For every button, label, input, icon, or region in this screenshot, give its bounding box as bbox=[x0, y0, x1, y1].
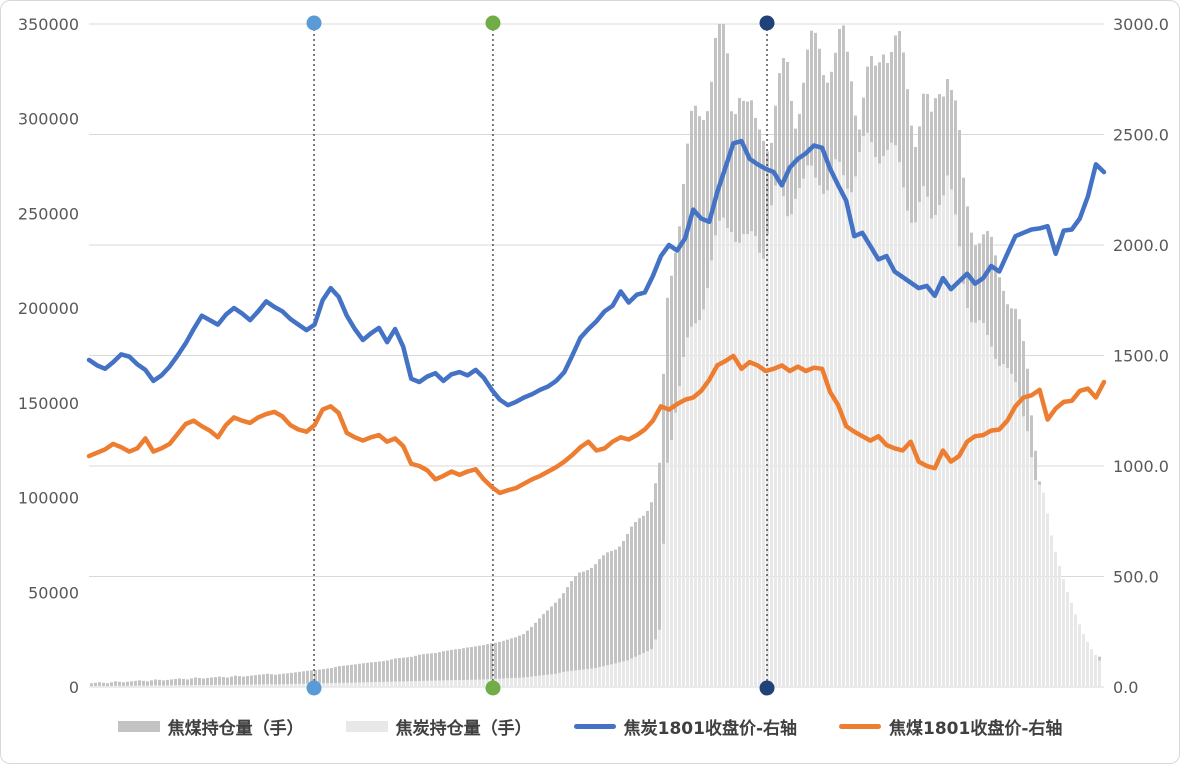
legend-label-coke-oi: 焦炭持仓量（手） bbox=[395, 718, 532, 739]
legend-item-coke-close: 焦炭1801收盘价-右轴 bbox=[573, 714, 797, 739]
y-left-tick-label: 0 bbox=[69, 678, 79, 697]
y-left-tick-label: 300000 bbox=[18, 110, 79, 129]
legend-label-coke-close: 焦炭1801收盘价-右轴 bbox=[623, 718, 797, 739]
coking-coal-close-price-line bbox=[86, 353, 1107, 496]
legend-item-coking-coal-oi: 焦煤持仓量（手） bbox=[117, 714, 304, 739]
event-marker-dot-top-2 bbox=[485, 15, 501, 31]
y-right-tick-label: 3000.0 bbox=[1113, 15, 1169, 34]
legend-label-coking-coal-oi: 焦煤持仓量（手） bbox=[167, 718, 304, 739]
legend-label-coking-coal-close: 焦煤1801收盘价-右轴 bbox=[889, 718, 1063, 739]
y-right-tick-label: 2500.0 bbox=[1113, 126, 1169, 145]
event-marker-dot-bottom-2 bbox=[485, 680, 501, 696]
chart-legend: 焦煤持仓量（手） 焦炭持仓量（手） 焦炭1801收盘价-右轴 焦煤1801收盘价… bbox=[1, 701, 1179, 751]
event-marker-dot-bottom-1 bbox=[306, 680, 322, 696]
coke-oi-swatch bbox=[345, 720, 388, 732]
coking-coal-oi-swatch bbox=[117, 720, 160, 732]
combo-chart-plot-area: 350000 300000 250000 200000 150000 100000 5000… bbox=[18, 15, 1169, 697]
y-left-tick-label: 150000 bbox=[18, 394, 79, 413]
y-left-tick-label: 100000 bbox=[18, 489, 79, 508]
y-right-tick-label: 2000.0 bbox=[1113, 236, 1169, 255]
coking-coal-close-line-swatch bbox=[839, 723, 881, 729]
y-left-tick-label: 350000 bbox=[18, 15, 79, 34]
y-right-tick-label: 1500.0 bbox=[1113, 347, 1169, 366]
y-left-tick-label: 50000 bbox=[28, 583, 79, 602]
y-right-tick-label: 0.0 bbox=[1113, 678, 1138, 697]
event-marker-dot-top-1 bbox=[306, 15, 322, 31]
coke-close-price-line bbox=[86, 138, 1107, 408]
y-right-tick-label: 1000.0 bbox=[1113, 457, 1169, 476]
legend-item-coke-oi: 焦炭持仓量（手） bbox=[345, 714, 532, 739]
event-marker-dot-top-3 bbox=[759, 15, 775, 31]
event-marker-dot-bottom-3 bbox=[759, 680, 775, 696]
y-left-tick-label: 250000 bbox=[18, 204, 79, 223]
legend-item-coking-coal-close: 焦煤1801收盘价-右轴 bbox=[839, 714, 1062, 739]
y-right-tick-label: 500.0 bbox=[1113, 568, 1159, 587]
coke-close-line-swatch bbox=[573, 723, 616, 729]
y-left-tick-label: 200000 bbox=[18, 299, 79, 318]
